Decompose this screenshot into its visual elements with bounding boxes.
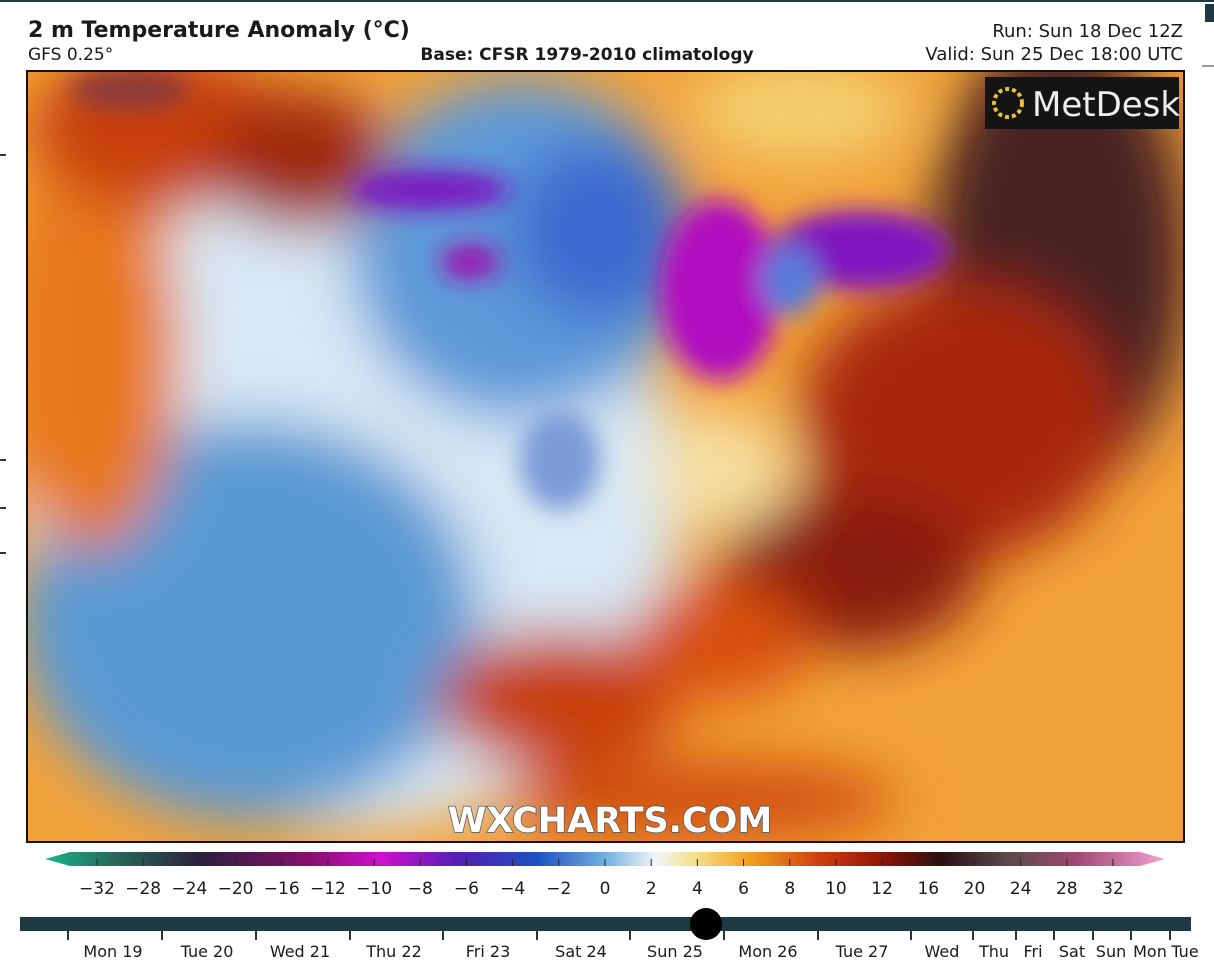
colorbar-label: 28 bbox=[1056, 879, 1078, 899]
colorbar-label: −28 bbox=[125, 879, 161, 899]
colorbar-label: 24 bbox=[1010, 879, 1032, 899]
colorbar-label: 12 bbox=[871, 879, 893, 899]
logo-icon bbox=[992, 87, 1024, 119]
colorbar-label: −6 bbox=[454, 879, 479, 899]
colorbar-label: 2 bbox=[646, 879, 657, 899]
valid: Valid: Sun 25 Dec 18:00 UTC bbox=[925, 44, 1183, 65]
colorbar-label: 10 bbox=[825, 879, 847, 899]
timeline-label[interactable]: Sun bbox=[1096, 942, 1126, 961]
timeline-label[interactable]: Sat 24 bbox=[555, 942, 607, 961]
timeline-label[interactable]: Mon 26 bbox=[738, 942, 797, 961]
watermark: WXCHARTS.COM bbox=[448, 801, 772, 841]
logo-box bbox=[985, 77, 1179, 129]
colorbar-label: 32 bbox=[1102, 879, 1124, 899]
colorbar-labels: −32 −28 −24 −20 −16 −12 −10 −8 −6 −4 −2 0 2 4 6 8 10 12 16… bbox=[79, 859, 1124, 899]
timeline-label[interactable]: Mon 19 bbox=[83, 942, 142, 961]
base: Base: CFSR 1979-2010 climatology bbox=[420, 45, 753, 65]
side-panel bbox=[1205, 4, 1214, 22]
timeline-label[interactable]: Sun 25 bbox=[647, 942, 703, 961]
timeline-label[interactable]: Thu 22 bbox=[365, 942, 422, 961]
colorbar-label: 0 bbox=[600, 879, 611, 899]
timeline-label[interactable]: Tue 27 bbox=[835, 942, 889, 961]
timeline-label[interactable]: Tue 20 bbox=[180, 942, 234, 961]
colorbar-label: −32 bbox=[79, 879, 115, 899]
left-dashes bbox=[0, 154, 6, 554]
colorbar-label: 6 bbox=[738, 879, 749, 899]
colorbar-label: −16 bbox=[264, 879, 300, 899]
timeline-bar bbox=[20, 917, 1191, 931]
colorbar-label: −8 bbox=[408, 879, 433, 899]
title: 2 m Temperature Anomaly (°C) bbox=[28, 18, 410, 43]
colorbar-label: −20 bbox=[218, 879, 254, 899]
colorbar-label: −4 bbox=[500, 879, 525, 899]
timeline-label[interactable]: Tue bbox=[1170, 942, 1198, 961]
timeline-labels: Mon 19 Tue 20 Wed 21 Thu 22 Fri 23 Sat 24 Sun … bbox=[67, 931, 1199, 961]
colorbar-label: 16 bbox=[917, 879, 939, 899]
timeline-label[interactable]: Mon bbox=[1133, 942, 1167, 961]
timeline-knob[interactable] bbox=[690, 908, 722, 940]
colorbar-label: −10 bbox=[356, 879, 392, 899]
logo: MetDesk bbox=[1032, 85, 1180, 125]
colorbar-label: −24 bbox=[171, 879, 207, 899]
colorbar-label: −12 bbox=[310, 879, 346, 899]
map: MetDesk WXCHARTS.COM bbox=[27, 71, 1184, 842]
timeline-label[interactable]: Sat bbox=[1059, 942, 1085, 961]
timeline-label[interactable]: Fri bbox=[1023, 942, 1042, 961]
model: GFS 0.25° bbox=[28, 45, 113, 65]
run: Run: Sun 18 Dec 12Z bbox=[992, 21, 1183, 42]
colorbar-label: 20 bbox=[964, 879, 986, 899]
timeline-label[interactable]: Wed 21 bbox=[270, 942, 330, 961]
colorbar-label: 4 bbox=[692, 879, 703, 899]
colorbar-label: −2 bbox=[546, 879, 571, 899]
timeline-label[interactable]: Wed bbox=[925, 942, 960, 961]
timeline-label[interactable]: Fri 23 bbox=[466, 942, 511, 961]
colorbar-label: 8 bbox=[784, 879, 795, 899]
map-frame bbox=[26, 70, 1185, 843]
timeline-label[interactable]: Thu bbox=[978, 942, 1009, 961]
top-rule bbox=[0, 0, 1214, 2]
